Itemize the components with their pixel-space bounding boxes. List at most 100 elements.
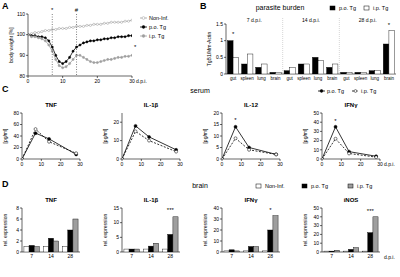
- data-point: [65, 27, 67, 29]
- plot-area: [324, 217, 378, 252]
- bar: [276, 72, 282, 74]
- data-point: [124, 20, 126, 22]
- data-point: [86, 24, 88, 26]
- x-tick-label: lung: [314, 76, 323, 81]
- legend-marker: [142, 17, 145, 20]
- data-point: [248, 148, 251, 151]
- data-point: [348, 152, 351, 155]
- legend-swatch: [256, 184, 261, 188]
- y-tick: [224, 24, 226, 25]
- data-point: [93, 40, 95, 42]
- panel-letter: A: [2, 1, 9, 11]
- bar: [129, 249, 134, 252]
- y-tick-label: 15: [213, 121, 219, 127]
- y-tick-label: 0: [316, 156, 319, 162]
- y-tick-label: 4: [16, 227, 19, 233]
- y-axis-label: rel. expression: [2, 214, 8, 247]
- data-point: [114, 37, 116, 39]
- chart-title: IFNγ: [344, 102, 358, 108]
- data-point: [127, 20, 129, 22]
- y-tick-label: 10: [213, 238, 219, 244]
- data-point: [100, 23, 102, 25]
- chart-title: IL-12: [244, 102, 259, 108]
- data-point: [89, 24, 91, 26]
- legend-label: i.p. Tg: [361, 88, 376, 94]
- x-axis: [28, 76, 132, 77]
- marker-line: [76, 14, 77, 76]
- x-tick-label: 28: [68, 253, 74, 259]
- bar: [43, 247, 48, 253]
- bar: [329, 251, 334, 252]
- y-axis-label: [pg/ml]: [202, 128, 208, 144]
- data-point: [82, 56, 84, 58]
- x-axis-label: d.p.i.: [384, 161, 395, 167]
- bar: [375, 71, 381, 74]
- bar: [143, 249, 148, 252]
- y-tick: [220, 219, 222, 220]
- data-point: [62, 27, 64, 29]
- data-point: [79, 54, 81, 56]
- data-point: [121, 21, 123, 23]
- series-line: [222, 138, 276, 159]
- group-separator: [282, 18, 283, 74]
- bar: [389, 31, 395, 74]
- legend-line: [352, 91, 359, 92]
- annotation: *: [269, 207, 272, 213]
- y-tick: [220, 113, 222, 114]
- data-point: [86, 41, 88, 43]
- y-tick: [220, 136, 222, 137]
- y-tick-label: 0: [216, 249, 219, 255]
- x-tick-label: 28: [168, 253, 174, 259]
- panel-letter: B: [200, 1, 207, 11]
- bar: [343, 251, 348, 252]
- y-tick: [320, 140, 322, 141]
- x-tick-label: 10: [239, 161, 245, 167]
- y-axis: [122, 113, 123, 159]
- data-point: [114, 57, 116, 59]
- bar: [312, 57, 318, 74]
- legend-line: [318, 91, 325, 92]
- legend-line: [140, 36, 147, 37]
- y-tick: [320, 208, 322, 209]
- x-tick-label: 10: [60, 78, 66, 84]
- y-tick-label: 30: [313, 128, 319, 134]
- series-line: [28, 35, 132, 64]
- x-axis: [22, 159, 80, 160]
- y-axis-label: [pg/ml]: [302, 128, 308, 144]
- y-tick-label: 0: [216, 156, 219, 162]
- y-axis: [322, 208, 323, 252]
- y-tick-label: 15: [113, 205, 119, 211]
- y-tick-label: 20: [13, 144, 19, 150]
- bar: [134, 249, 139, 252]
- data-point: [93, 61, 95, 63]
- bar: [247, 54, 253, 74]
- y-tick: [320, 122, 322, 123]
- bar: [73, 219, 78, 252]
- bar: [227, 41, 233, 74]
- bar: [248, 247, 253, 253]
- data-point: [117, 21, 119, 23]
- y-tick: [120, 208, 122, 209]
- data-point: [55, 58, 57, 60]
- annotation: *: [234, 117, 237, 123]
- legend-marker: [142, 26, 145, 29]
- data-point: [375, 155, 378, 158]
- plot-area: [322, 125, 378, 159]
- bar: [263, 251, 268, 252]
- bar: [261, 64, 267, 74]
- y-tick: [220, 147, 222, 148]
- panel-title: serum: [190, 87, 210, 94]
- y-tick: [20, 147, 22, 148]
- bar: [163, 249, 168, 252]
- data-point: [86, 58, 88, 60]
- data-point: [110, 58, 112, 60]
- data-point: [275, 153, 278, 156]
- x-tick-label: gut: [287, 76, 294, 81]
- data-point: [28, 34, 29, 36]
- series-line: [122, 126, 176, 159]
- group-label: 7 d.p.i.: [247, 17, 262, 23]
- bar: [341, 72, 347, 74]
- y-tick: [20, 113, 22, 114]
- y-axis-label: [pg/ml]: [2, 128, 8, 144]
- data-point: [110, 21, 112, 23]
